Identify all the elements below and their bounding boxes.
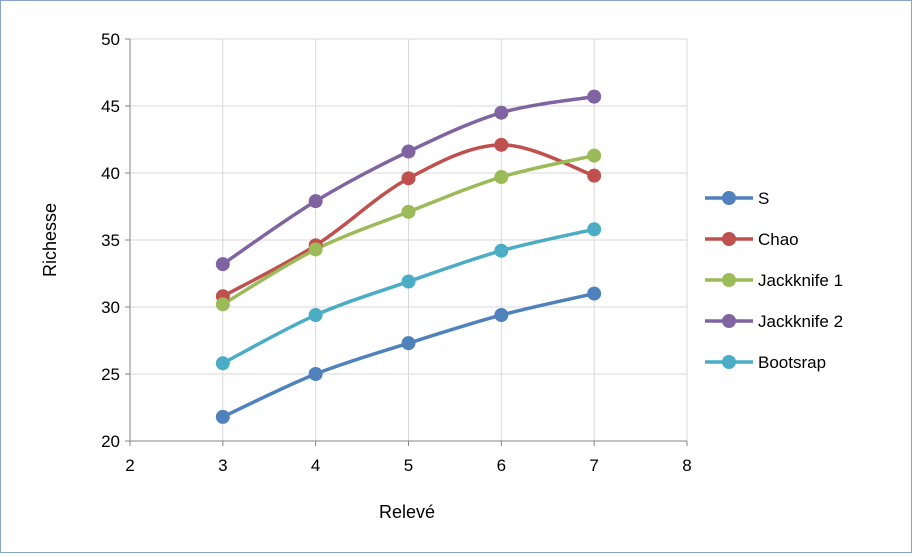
- y-tick-label: 30: [101, 298, 120, 317]
- data-point-s: [401, 336, 416, 351]
- series-points: [215, 89, 602, 424]
- legend-item-bootsrap: Bootsrap: [705, 353, 826, 372]
- data-point-jackknife-2: [587, 89, 602, 104]
- data-point-jackknife-1: [494, 170, 509, 185]
- data-point-bootsrap: [587, 222, 602, 237]
- data-point-s: [587, 286, 602, 301]
- data-point-chao: [494, 137, 509, 152]
- legend-label: Bootsrap: [758, 353, 826, 372]
- data-point-jackknife-1: [215, 297, 230, 312]
- y-tick-label: 45: [101, 97, 120, 116]
- x-tick-label: 7: [589, 456, 598, 475]
- legend-label: Chao: [758, 230, 799, 249]
- y-tick-label: 35: [101, 231, 120, 250]
- data-point-s: [215, 409, 230, 424]
- x-axis-ticks: 2 3 4 5 6 7 8: [125, 441, 692, 475]
- data-point-chao: [587, 168, 602, 183]
- y-tick-label: 25: [101, 365, 120, 384]
- gridlines: [130, 38, 688, 441]
- data-point-jackknife-2: [308, 194, 323, 209]
- data-point-bootsrap: [401, 274, 416, 289]
- data-point-jackknife-2: [494, 105, 509, 120]
- legend-marker: [722, 191, 736, 205]
- y-tick-label: 40: [101, 164, 120, 183]
- legend-label: Jackknife 1: [758, 271, 843, 290]
- data-point-jackknife-2: [401, 144, 416, 159]
- legend-label: Jackknife 2: [758, 312, 843, 331]
- data-point-s: [494, 308, 509, 323]
- data-point-jackknife-2: [215, 257, 230, 272]
- x-tick-label: 3: [218, 456, 227, 475]
- legend-item-chao: Chao: [705, 230, 799, 249]
- legend-label: S: [758, 189, 769, 208]
- data-point-bootsrap: [308, 308, 323, 323]
- data-point-bootsrap: [215, 356, 230, 371]
- y-axis-title: Richesse: [40, 203, 60, 277]
- y-axis-ticks: 20 25 30 35 40 45 50: [101, 30, 130, 451]
- data-point-bootsrap: [494, 243, 509, 258]
- legend-marker: [722, 314, 736, 328]
- x-axis-title: Relevé: [379, 502, 435, 522]
- data-point-s: [308, 367, 323, 381]
- data-point-jackknife-1: [308, 242, 323, 257]
- legend-item-jackknife-1: Jackknife 1: [705, 271, 843, 290]
- data-point-chao: [401, 171, 416, 186]
- data-point-jackknife-1: [587, 148, 602, 163]
- x-tick-label: 5: [404, 456, 413, 475]
- legend: S Chao Jackknife 1 Jackknife 2 Bootsrap: [705, 189, 843, 372]
- x-tick-label: 4: [311, 456, 320, 475]
- legend-marker: [722, 232, 736, 246]
- legend-item-jackknife-2: Jackknife 2: [705, 312, 843, 331]
- y-tick-label: 20: [101, 432, 120, 451]
- legend-marker: [722, 273, 736, 287]
- y-tick-label: 50: [101, 30, 120, 49]
- data-point-jackknife-1: [401, 204, 416, 219]
- x-tick-label: 8: [682, 456, 691, 475]
- legend-item-s: S: [705, 189, 769, 208]
- legend-marker: [722, 355, 736, 369]
- x-tick-label: 6: [497, 456, 506, 475]
- x-tick-label: 2: [125, 456, 134, 475]
